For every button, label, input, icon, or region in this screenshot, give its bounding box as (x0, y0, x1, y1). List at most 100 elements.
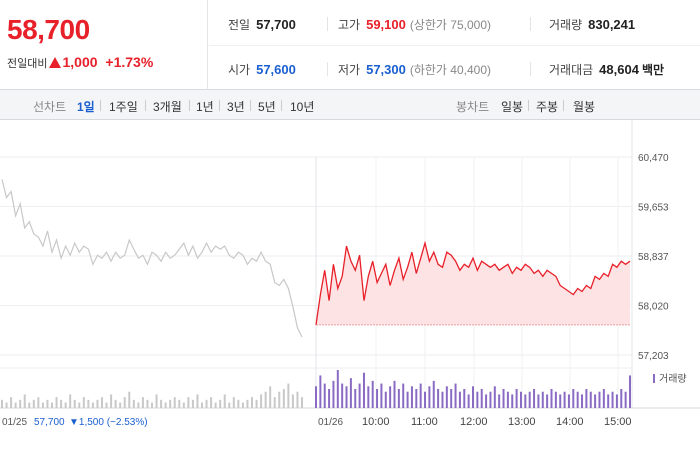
today-area-fill (316, 243, 630, 325)
volume-info: 거래량 830,241 (549, 16, 635, 33)
open-info: 시가 57,600 (228, 61, 296, 78)
tab-3months[interactable]: 3개월 (153, 100, 182, 114)
volume-bar (336, 370, 339, 408)
prev-volume-bar (64, 402, 67, 408)
tab-weekly-candle[interactable]: 주봉 (536, 100, 559, 114)
amount-info: 거래대금 48,604 백만 (549, 61, 664, 78)
prev-volume-bar (110, 394, 113, 408)
volume-bar (428, 386, 431, 408)
volume-bar (594, 394, 597, 408)
prev-volume-bar (278, 391, 281, 408)
chart-tabs: 선차트 1일 1주일 3개월 1년 3년 5년 10년 봉차트 일봉 주봉 월봉 (0, 90, 700, 120)
y-tick-label: 58,837 (638, 252, 669, 263)
prev-volume-bar (214, 402, 217, 408)
volume-bar (563, 391, 566, 408)
prev-volume-bar (187, 397, 190, 408)
volume-bar (541, 391, 544, 408)
volume-bar (332, 380, 335, 408)
prev-volume-bar (69, 394, 72, 408)
volume-legend-swatch (653, 374, 655, 383)
prev-volume-bar (73, 399, 76, 408)
prev-volume-bar (37, 397, 40, 408)
tab-divider (189, 100, 190, 111)
change-label: 전일대비 (7, 58, 48, 70)
tab-divider (145, 100, 146, 111)
prev-volume-bar (164, 402, 167, 408)
change-amount: 1,000 (62, 54, 98, 70)
volume-bar (454, 383, 457, 408)
volume-bar (581, 394, 584, 408)
volume-bar (354, 389, 357, 408)
volume-bar (615, 394, 618, 408)
volume-bar (489, 391, 492, 408)
tab-1year[interactable]: 1년 (196, 100, 214, 114)
tab-5years[interactable]: 5년 (258, 100, 276, 114)
prev-volume-bar (1, 399, 3, 408)
tab-1day[interactable]: 1일 (77, 100, 95, 114)
tab-daily-candle[interactable]: 일봉 (501, 100, 524, 114)
volume-bar (393, 380, 396, 408)
amount-unit: 백만 (641, 63, 665, 77)
chart-grid: 60,470 59,653 58,837 58,020 57,203 10:00 11:00… (0, 120, 700, 450)
volume-bar (572, 389, 575, 408)
volume-bars (1, 370, 655, 408)
prev-volume-bar (246, 399, 249, 408)
y-tick-label: 60,470 (638, 153, 669, 164)
prev-volume-bar (169, 399, 172, 408)
prev-volume-bar (41, 402, 44, 408)
volume-bar (445, 386, 448, 408)
prev-volume-bar (141, 397, 144, 408)
prev-volume-bar (91, 402, 94, 408)
volume-bar (441, 391, 444, 408)
volume-bar (611, 391, 614, 408)
tab-divider (219, 100, 220, 111)
volume-bar (358, 383, 361, 408)
volume-bar (467, 394, 470, 408)
high-value: 59,100 (366, 17, 406, 32)
prev-volume-bar (78, 402, 81, 408)
volume-bar (384, 391, 387, 408)
prev-volume-bar (196, 394, 199, 408)
volume-bar (432, 380, 435, 408)
y-tick-label: 58,020 (638, 301, 669, 312)
volume-bar (607, 394, 610, 408)
prev-volume-bar (123, 397, 126, 408)
prev-volume-bar (296, 391, 299, 408)
volume-bar (341, 383, 344, 408)
x-tick-label: 12:00 (460, 416, 488, 428)
prev-volume-bar (14, 402, 17, 408)
divider (530, 17, 531, 31)
volume-value: 830,241 (588, 17, 636, 32)
volume-bar (576, 391, 579, 408)
line-chart-label: 선차트 (33, 100, 67, 114)
prev-day-close: 57,700 (34, 417, 65, 428)
volume-bar (480, 389, 483, 408)
prev-volume-bar (191, 399, 194, 408)
candle-chart-label: 봉차트 (456, 100, 490, 114)
tab-monthly-candle[interactable]: 월봉 (573, 100, 596, 114)
low-value: 57,300 (366, 62, 406, 77)
prev-volume-bar (237, 399, 240, 408)
volume-bar (380, 383, 383, 408)
today-series (315, 240, 631, 326)
volume-bar (506, 391, 509, 408)
prev-volume-bar (128, 391, 131, 408)
tab-3years[interactable]: 3년 (227, 100, 245, 114)
x-tick-label: 15:00 (604, 416, 632, 428)
prev-volume-bar (178, 399, 181, 408)
volume-bar (328, 389, 331, 408)
volume-bar (472, 386, 474, 408)
volume-bar (533, 389, 536, 408)
volume-bar (376, 389, 379, 408)
price-chart: 60,470 59,653 58,837 58,020 57,203 10:00 11:00… (0, 120, 700, 450)
day-date: 01/26 (318, 417, 343, 428)
tab-1week[interactable]: 1주일 (109, 100, 138, 114)
prev-volume-bar (96, 399, 99, 408)
tab-10years[interactable]: 10년 (290, 100, 315, 114)
divider (530, 62, 531, 76)
today-line (315, 240, 631, 325)
volume-bar (437, 389, 440, 408)
volume-bar (602, 389, 605, 408)
prev-volume-bar (46, 399, 49, 408)
volume-bar (559, 394, 562, 408)
